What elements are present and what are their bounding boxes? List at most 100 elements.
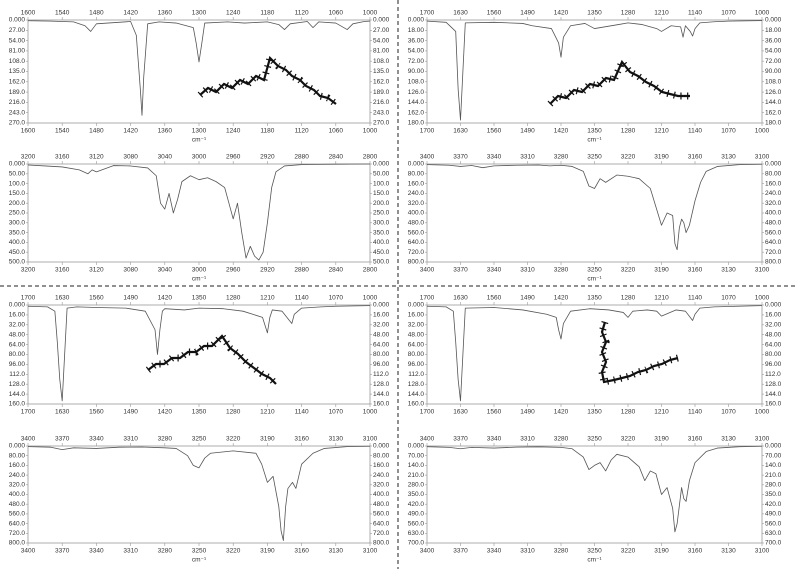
y-tick-label: 160.0 [408, 401, 425, 408]
x-tick-label: 1420 [158, 295, 173, 302]
x-tick-label: 3250 [587, 548, 602, 555]
x-tick-label: 1180 [260, 10, 274, 17]
x-tick-label: 1700 [420, 295, 435, 302]
y-tick-label: 800.0 [408, 259, 425, 266]
x-tick-label: 3400 [420, 436, 435, 443]
y-tick-label: 0.000 [408, 161, 425, 168]
y-tick-label: 210.0 [765, 472, 782, 479]
x-tick-label: 1210 [654, 295, 669, 302]
x-tick-label: 3100 [755, 267, 770, 274]
x-tick-label: 3220 [226, 436, 241, 443]
x-tick-label: 1560 [487, 409, 502, 416]
x-tick-label: 3340 [487, 154, 502, 161]
x-tick-label: 1140 [688, 295, 702, 302]
y-tick-label: 320.0 [765, 200, 782, 207]
y-tick-label: 720.0 [373, 530, 390, 537]
y-tick-label: 150.0 [9, 190, 26, 197]
x-tick-label: 1210 [654, 10, 669, 17]
y-tick-label: 80.00 [9, 351, 26, 358]
y-tick-label: 560.0 [408, 520, 425, 527]
x-tick-label: 1280 [621, 409, 636, 416]
y-tick-label: 54.00 [373, 37, 390, 44]
y-tick-label: 640.0 [765, 239, 782, 246]
x-tick-label: 2880 [294, 154, 309, 161]
x-tick-label: 3100 [755, 548, 770, 555]
x-tick-label: 3130 [329, 436, 344, 443]
y-tick-label: 630.0 [765, 530, 782, 537]
y-tick-label: 54.00 [408, 48, 425, 55]
y-tick-label: 640.0 [9, 520, 26, 527]
y-tick-label: 100.0 [373, 180, 390, 187]
y-tick-label: 0.000 [373, 161, 390, 168]
y-tick-label: 48.00 [9, 331, 26, 338]
y-tick-label: 300.0 [9, 220, 26, 227]
y-tick-label: 320.0 [9, 482, 26, 489]
y-tick-label: 560.0 [765, 520, 782, 527]
x-tick-label: 3370 [453, 267, 468, 274]
x-tick-label: 3250 [192, 548, 207, 555]
y-tick-label: 81.00 [373, 48, 390, 55]
y-tick-label: 54.00 [765, 48, 782, 55]
y-tick-label: 162.0 [765, 109, 782, 116]
x-tick-label: 3250 [192, 436, 207, 443]
x-tick-label: 1350 [192, 295, 207, 302]
y-tick-label: 36.00 [408, 37, 425, 44]
y-tick-label: 18.00 [765, 27, 782, 34]
x-tick-label: 2840 [329, 267, 344, 274]
x-tick-label: 1140 [295, 409, 309, 416]
y-tick-label: 0.000 [408, 17, 425, 24]
y-tick-label: 800.0 [373, 540, 390, 547]
x-axis-label: cm⁻¹ [192, 276, 207, 283]
x-tick-label: 1350 [192, 409, 207, 416]
y-tick-label: 720.0 [9, 530, 26, 537]
x-tick-label: 1350 [587, 10, 602, 17]
y-tick-label: 135.0 [9, 68, 26, 75]
x-tick-label: 3130 [721, 267, 736, 274]
y-tick-label: 0.000 [408, 443, 425, 450]
x-tick-label: 3340 [89, 548, 104, 555]
x-tick-label: 1480 [89, 10, 104, 17]
molecule [197, 51, 339, 107]
y-tick-label: 200.0 [373, 200, 390, 207]
y-tick-label: 48.00 [765, 331, 782, 338]
x-tick-label: 3310 [520, 548, 535, 555]
y-tick-label: 420.0 [408, 501, 425, 508]
molecule [598, 320, 679, 387]
y-tick-label: 0.000 [373, 302, 390, 309]
x-tick-label: 1630 [453, 128, 468, 135]
y-tick-label: 400.0 [9, 239, 26, 246]
x-tick-label: 3120 [89, 154, 104, 161]
x-tick-label: 3190 [260, 436, 275, 443]
x-tick-label: 3160 [55, 267, 70, 274]
x-tick-label: 2800 [363, 154, 378, 161]
y-tick-label: 70.00 [408, 452, 425, 459]
y-tick-label: 160.0 [373, 401, 390, 408]
spectrum-line [27, 445, 371, 541]
y-tick-label: 50.00 [373, 171, 390, 178]
x-tick-label: 1700 [21, 409, 36, 416]
y-tick-label: 126.0 [408, 89, 425, 96]
x-tick-label: 2920 [260, 267, 275, 274]
y-tick-label: 480.0 [408, 220, 425, 227]
x-tick-label: 3080 [123, 267, 138, 274]
x-tick-label: 3160 [688, 154, 703, 161]
x-tick-label: 2880 [294, 267, 309, 274]
x-tick-label: 1420 [554, 128, 569, 135]
y-tick-label: 80.00 [373, 351, 390, 358]
x-tick-label: 1560 [89, 409, 104, 416]
y-tick-label: 112.0 [373, 371, 389, 378]
y-tick-label: 500.0 [9, 259, 26, 266]
y-tick-label: 140.0 [765, 462, 782, 469]
y-tick-label: 108.0 [373, 58, 390, 65]
y-tick-label: 108.0 [765, 79, 782, 86]
y-tick-label: 90.00 [408, 68, 425, 75]
x-tick-label: 1140 [295, 295, 309, 302]
y-tick-label: 800.0 [765, 259, 782, 266]
x-tick-label: 1700 [420, 128, 435, 135]
x-tick-label: 1240 [226, 10, 241, 17]
y-tick-label: 144.0 [9, 391, 26, 398]
x-tick-label: 1210 [654, 128, 669, 135]
y-tick-label: 16.00 [408, 312, 425, 319]
x-tick-label: 1560 [487, 10, 502, 17]
x-tick-label: 3200 [21, 267, 36, 274]
